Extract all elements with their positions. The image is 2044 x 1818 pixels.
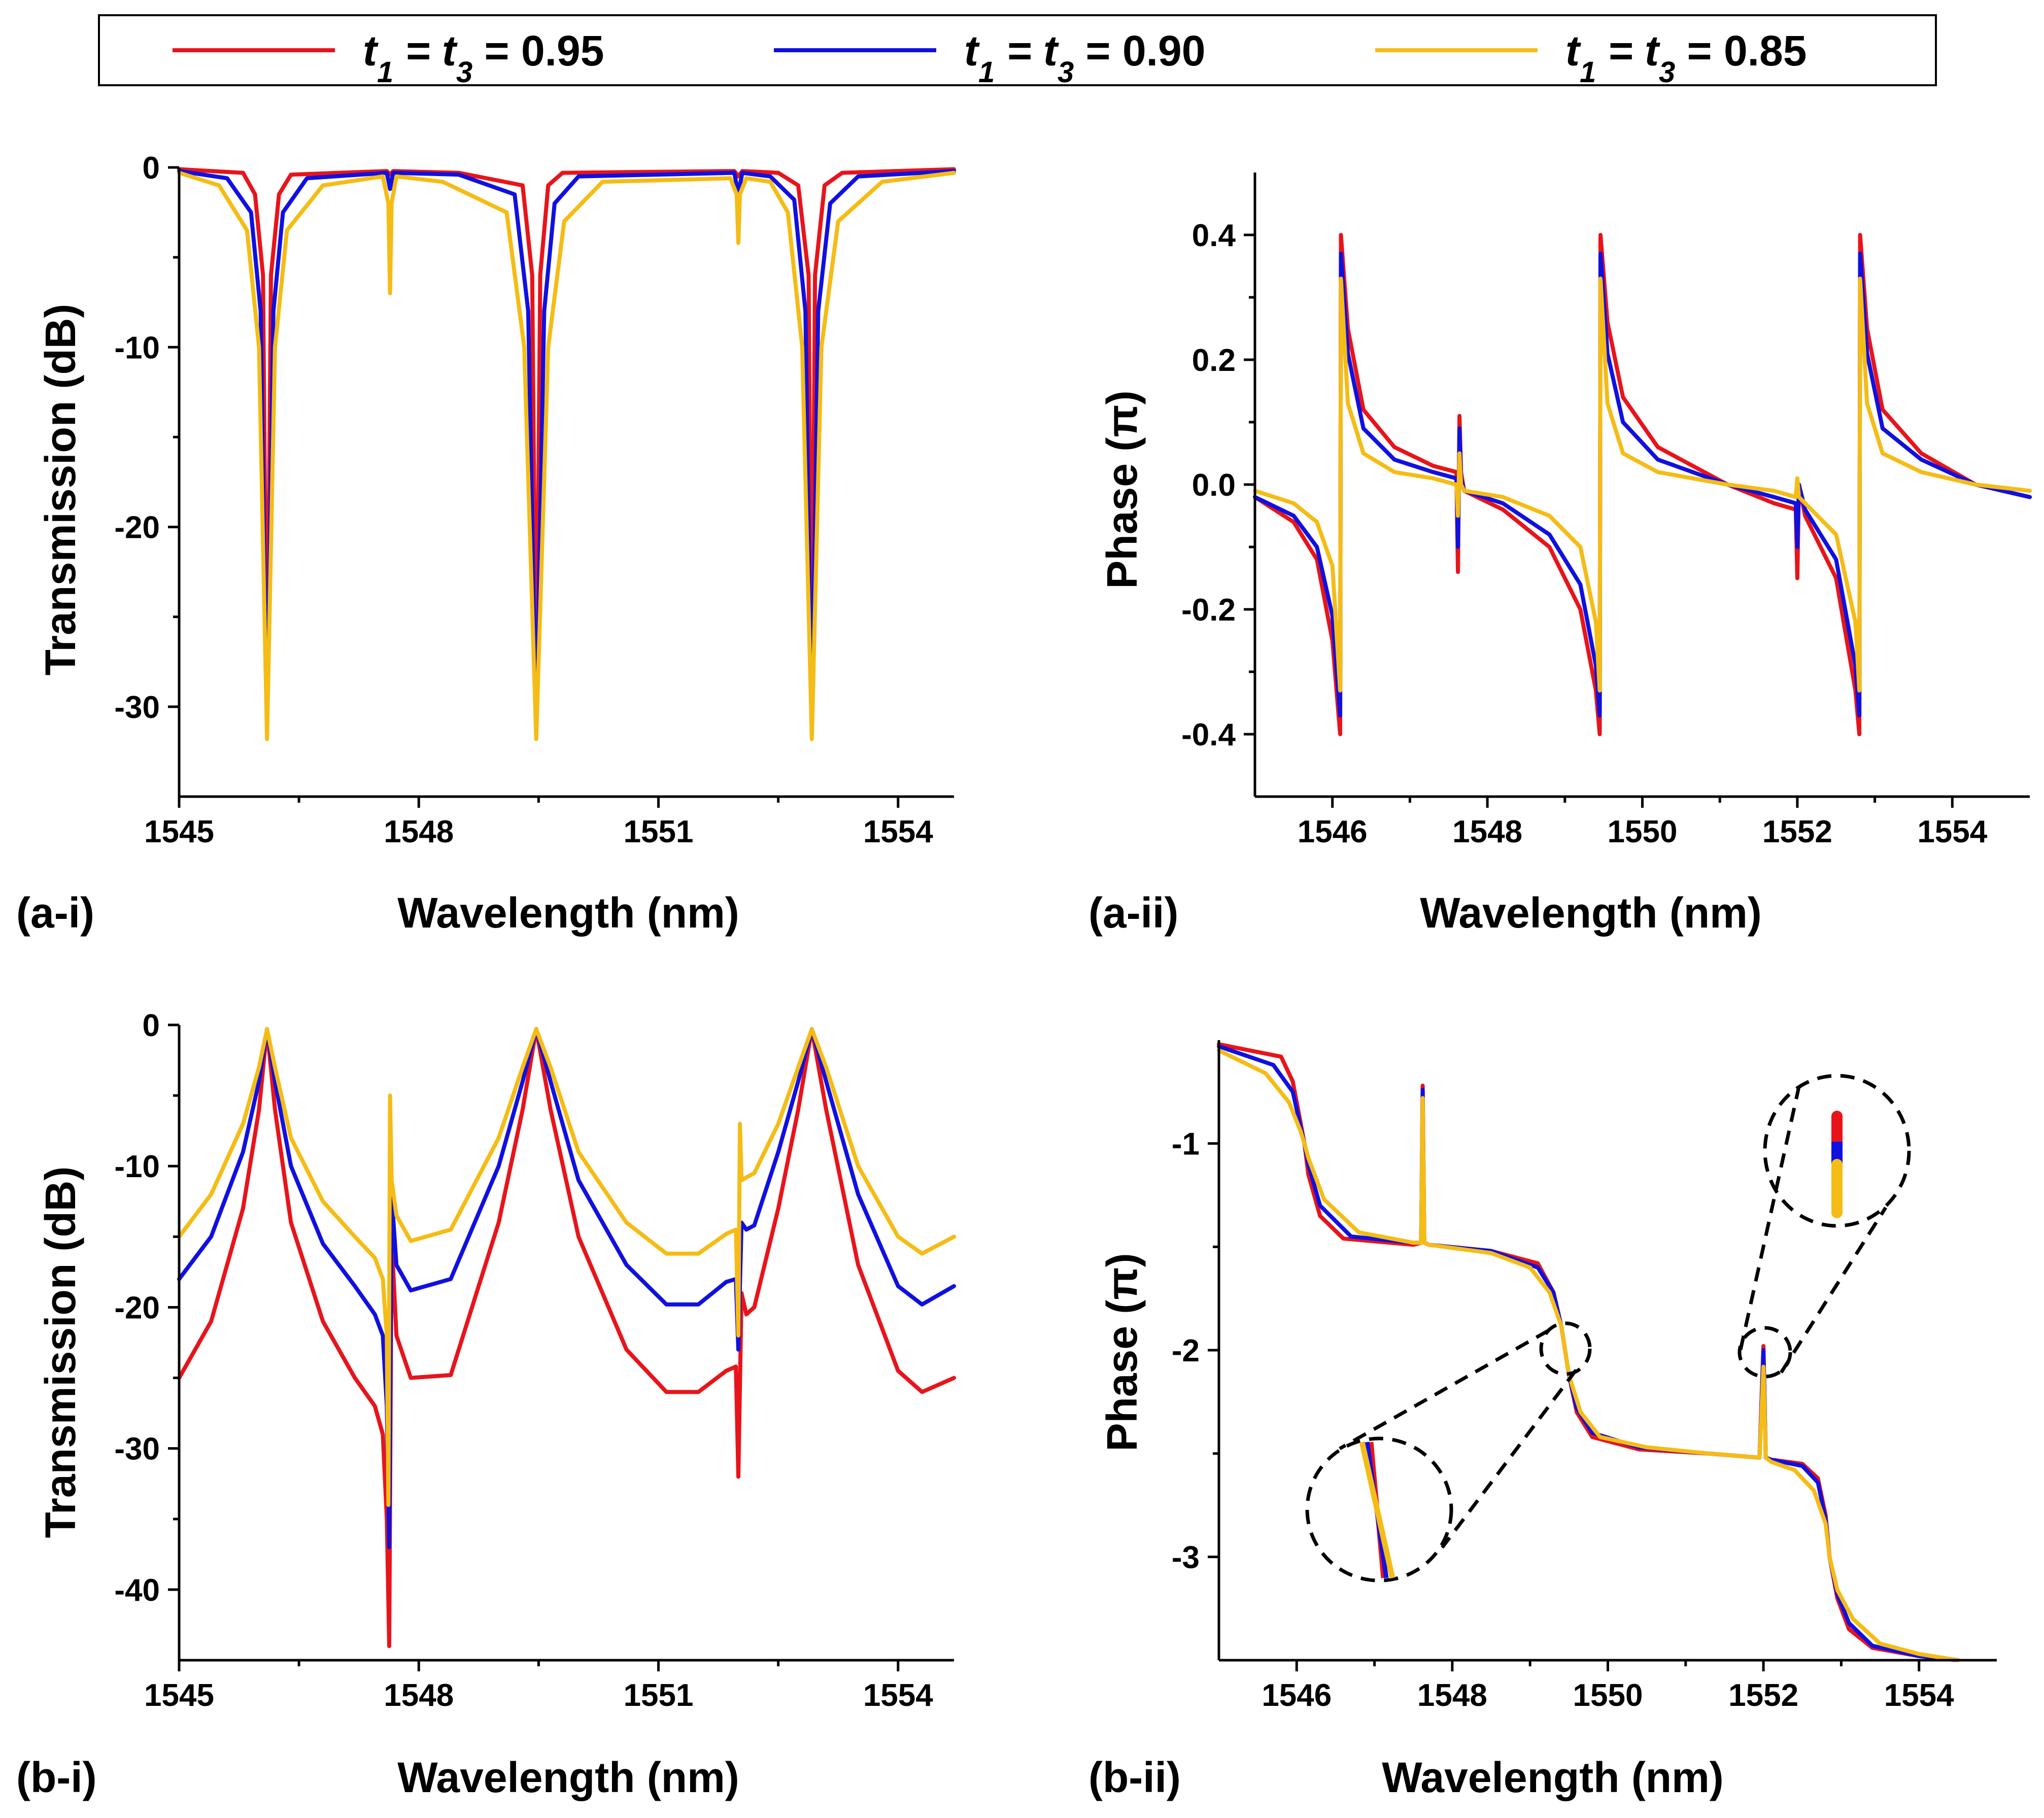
y-tick-label-ai-3: -30 (114, 690, 160, 725)
y-tick-label-bi-2: -20 (114, 1290, 160, 1325)
y-tick-label-ai-1: -10 (114, 330, 160, 365)
series-line-aii-0 (1253, 233, 2032, 736)
xlabel-a-ii: Wavelength (nm) (1420, 889, 1762, 937)
panel-label-b-i: (b-i) (16, 1754, 97, 1801)
y-tick-label-ai-2: -20 (114, 510, 160, 545)
legend-item-1: t1 = t3 = 0.90 (774, 27, 1205, 89)
ylabel-b-i: Transmission (dB) (37, 1167, 84, 1538)
y-tick-label-bii-2: -3 (1172, 1540, 1200, 1575)
ylabel-b-ii: Phase (π) (1098, 1253, 1146, 1451)
xlabel-b-ii: Wavelength (nm) (1382, 1754, 1724, 1801)
zoom-lens-left (1305, 1436, 1453, 1583)
x-tick-label-ai-2: 1551 (624, 814, 694, 849)
y-tick-label-aii-0: 0.4 (1192, 218, 1236, 253)
series-line-ai-0 (177, 167, 956, 736)
zoom-connector-left-2 (1441, 1368, 1578, 1549)
series-line-aii-1 (1253, 251, 2032, 718)
x-tick-label-bii-1: 1548 (1417, 1678, 1487, 1713)
panel-a-ii: 1546 1548 1550 1552 1554 0.4 0.2 0.0 -0.2 -0.4 (1181, 173, 2032, 849)
legend-item-2: t1 = t3 = 0.85 (1375, 27, 1807, 89)
x-tick-label-ai-1: 1548 (384, 814, 454, 849)
ylabel-a-i: Transmission (dB) (37, 304, 84, 676)
zoom-lens-right (1763, 1074, 1911, 1228)
series-line-bi-2 (177, 1027, 956, 1507)
y-tick-label-aii-3: -0.2 (1181, 593, 1236, 628)
series-line-bii-2 (1217, 1048, 1960, 1662)
panel-b-i: 1545 1548 1551 1554 0 -10 -20 -30 -40 (114, 1008, 956, 1713)
y-tick-label-bi-3: -30 (114, 1432, 160, 1467)
x-tick-label-ai-0: 1545 (144, 814, 214, 849)
x-tick-label-bii-0: 1546 (1262, 1678, 1332, 1713)
panel-label-a-i: (a-i) (16, 889, 94, 937)
y-tick-label-aii-1: 0.2 (1192, 343, 1236, 378)
y-tick-label-bii-0: -1 (1172, 1127, 1200, 1162)
panel-label-b-ii: (b-ii) (1088, 1754, 1181, 1801)
legend-item-0: t1 = t3 = 0.95 (173, 27, 604, 89)
x-tick-label-bi-3: 1554 (863, 1678, 933, 1713)
legend: t1 = t3 = 0.95 t1 = t3 = 0.90 t1 = t3 = … (98, 14, 1937, 89)
y-tick-label-ai-0: 0 (143, 151, 160, 186)
zoom-left-yellow (1359, 1441, 1395, 1579)
y-tick-label-bi-0: 0 (143, 1008, 160, 1043)
y-tick-label-bii-1: -2 (1172, 1333, 1200, 1368)
zoom-connector-right-2 (1780, 1207, 1887, 1374)
xlabel-a-i: Wavelength (nm) (397, 889, 739, 937)
xlabel-b-i: Wavelength (nm) (397, 1754, 739, 1801)
x-tick-label-aii-4: 1554 (1917, 814, 1987, 849)
zoom-connector-left-1 (1339, 1328, 1550, 1451)
panel-label-a-ii: (a-ii) (1088, 889, 1178, 937)
ylabel-a-ii: Phase (π) (1098, 390, 1146, 589)
legend-frame (98, 14, 1937, 86)
x-tick-label-aii-0: 1546 (1298, 814, 1368, 849)
x-tick-label-bii-3: 1552 (1728, 1678, 1798, 1713)
zoom-connector-right-1 (1739, 1086, 1801, 1350)
series-line-ai-2 (177, 170, 956, 741)
x-tick-label-aii-2: 1550 (1608, 814, 1678, 849)
panel-a-i: 1545 1548 1551 1554 0 -10 -20 -30 (114, 151, 956, 849)
series-line-aii-2 (1253, 277, 2032, 693)
x-tick-label-ai-3: 1554 (863, 814, 933, 849)
zoom-source-circle-left (1539, 1321, 1592, 1376)
y-tick-label-bi-4: -40 (114, 1573, 160, 1608)
x-tick-label-bii-2: 1550 (1573, 1678, 1643, 1713)
x-tick-label-bii-4: 1554 (1884, 1678, 1954, 1713)
x-tick-label-bi-0: 1545 (144, 1678, 214, 1713)
x-tick-label-aii-1: 1548 (1452, 814, 1522, 849)
x-tick-label-bi-2: 1551 (624, 1678, 694, 1713)
legend-label-2: t1 = t3 = 0.85 (1565, 27, 1807, 89)
zoom-callouts (1305, 1074, 1911, 1583)
y-tick-label-aii-2: 0.0 (1192, 468, 1236, 503)
panel-b-ii: 1546 1548 1550 1552 1554 -1 -2 -3 (1172, 1040, 1997, 1713)
zoom-lens-left-content (1359, 1441, 1395, 1579)
zoom-source-circle-right (1738, 1326, 1792, 1379)
legend-label-1: t1 = t3 = 0.90 (964, 27, 1205, 89)
legend-label-0: t1 = t3 = 0.95 (363, 27, 604, 89)
y-tick-label-aii-4: -0.4 (1181, 717, 1236, 752)
x-tick-label-aii-3: 1552 (1762, 814, 1832, 849)
x-tick-label-bi-1: 1548 (384, 1678, 454, 1713)
y-tick-label-bi-1: -10 (114, 1149, 160, 1184)
series-line-ai-1 (177, 169, 956, 738)
